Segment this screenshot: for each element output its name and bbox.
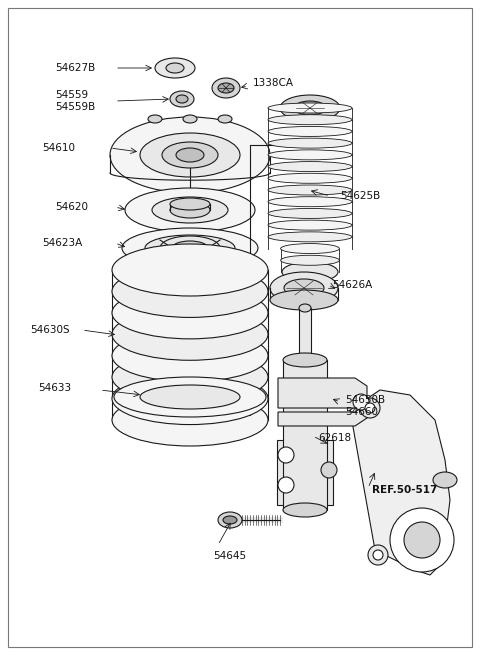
Ellipse shape (140, 133, 240, 177)
Ellipse shape (112, 351, 268, 403)
Text: 54625B: 54625B (340, 191, 380, 201)
Ellipse shape (268, 232, 352, 242)
Ellipse shape (166, 63, 184, 73)
Circle shape (360, 398, 380, 418)
Ellipse shape (268, 150, 352, 160)
Circle shape (321, 462, 337, 478)
Ellipse shape (140, 385, 240, 409)
Ellipse shape (152, 197, 228, 223)
Text: 54623A: 54623A (42, 238, 82, 248)
Bar (315, 440, 333, 505)
Ellipse shape (268, 220, 352, 230)
Ellipse shape (268, 208, 352, 218)
Ellipse shape (183, 115, 197, 123)
Ellipse shape (282, 262, 338, 282)
Ellipse shape (268, 174, 352, 183)
Text: 54627B: 54627B (55, 63, 95, 73)
Ellipse shape (270, 272, 338, 304)
Text: 54620: 54620 (55, 202, 88, 212)
Text: 54660: 54660 (345, 407, 378, 417)
Bar (299, 308, 311, 360)
Text: 54650B: 54650B (345, 395, 385, 405)
Ellipse shape (145, 235, 235, 261)
Circle shape (353, 394, 369, 410)
Ellipse shape (170, 91, 194, 107)
Circle shape (365, 403, 375, 413)
Circle shape (278, 477, 294, 493)
Ellipse shape (218, 115, 232, 123)
Ellipse shape (280, 95, 340, 121)
Ellipse shape (268, 162, 352, 172)
Ellipse shape (176, 148, 204, 162)
Circle shape (404, 522, 440, 558)
Polygon shape (278, 378, 367, 408)
Ellipse shape (112, 265, 268, 318)
Polygon shape (350, 390, 450, 575)
Ellipse shape (281, 255, 339, 265)
Text: 54559B: 54559B (55, 102, 95, 112)
Ellipse shape (294, 101, 326, 115)
Ellipse shape (212, 78, 240, 98)
Circle shape (278, 447, 294, 463)
Text: 54610: 54610 (42, 143, 75, 153)
Ellipse shape (122, 228, 258, 268)
Ellipse shape (172, 241, 208, 255)
Circle shape (390, 508, 454, 572)
Text: 1338CA: 1338CA (253, 78, 294, 88)
Ellipse shape (433, 472, 457, 488)
Ellipse shape (162, 142, 218, 168)
Ellipse shape (299, 304, 311, 312)
Ellipse shape (112, 287, 268, 339)
Ellipse shape (112, 244, 268, 296)
Ellipse shape (110, 117, 270, 193)
Text: 54559: 54559 (55, 90, 88, 100)
Ellipse shape (284, 279, 324, 297)
Ellipse shape (218, 512, 242, 528)
Polygon shape (278, 404, 367, 426)
Circle shape (368, 545, 388, 565)
Ellipse shape (268, 185, 352, 195)
Ellipse shape (176, 95, 188, 103)
Circle shape (373, 550, 383, 560)
Ellipse shape (170, 202, 210, 218)
Text: 62618: 62618 (318, 433, 351, 443)
Ellipse shape (268, 196, 352, 207)
Ellipse shape (270, 290, 338, 310)
Bar (277, 440, 295, 505)
Ellipse shape (268, 115, 352, 124)
Text: REF.50-517: REF.50-517 (372, 485, 437, 495)
Ellipse shape (112, 373, 268, 424)
Bar (283, 360, 327, 510)
Ellipse shape (112, 394, 268, 446)
Text: 54626A: 54626A (332, 280, 372, 290)
Ellipse shape (155, 58, 195, 78)
Ellipse shape (283, 353, 327, 367)
Ellipse shape (268, 103, 352, 113)
Ellipse shape (218, 83, 234, 93)
Ellipse shape (223, 516, 237, 524)
Ellipse shape (112, 309, 268, 360)
Ellipse shape (148, 115, 162, 123)
Ellipse shape (281, 244, 339, 253)
Text: 54633: 54633 (38, 383, 71, 393)
Ellipse shape (268, 126, 352, 136)
Ellipse shape (114, 377, 266, 417)
Ellipse shape (125, 188, 255, 232)
Text: 54645: 54645 (213, 551, 246, 561)
Ellipse shape (112, 329, 268, 382)
Ellipse shape (283, 503, 327, 517)
Ellipse shape (170, 198, 210, 210)
Text: 54630S: 54630S (30, 325, 70, 335)
Ellipse shape (268, 138, 352, 148)
